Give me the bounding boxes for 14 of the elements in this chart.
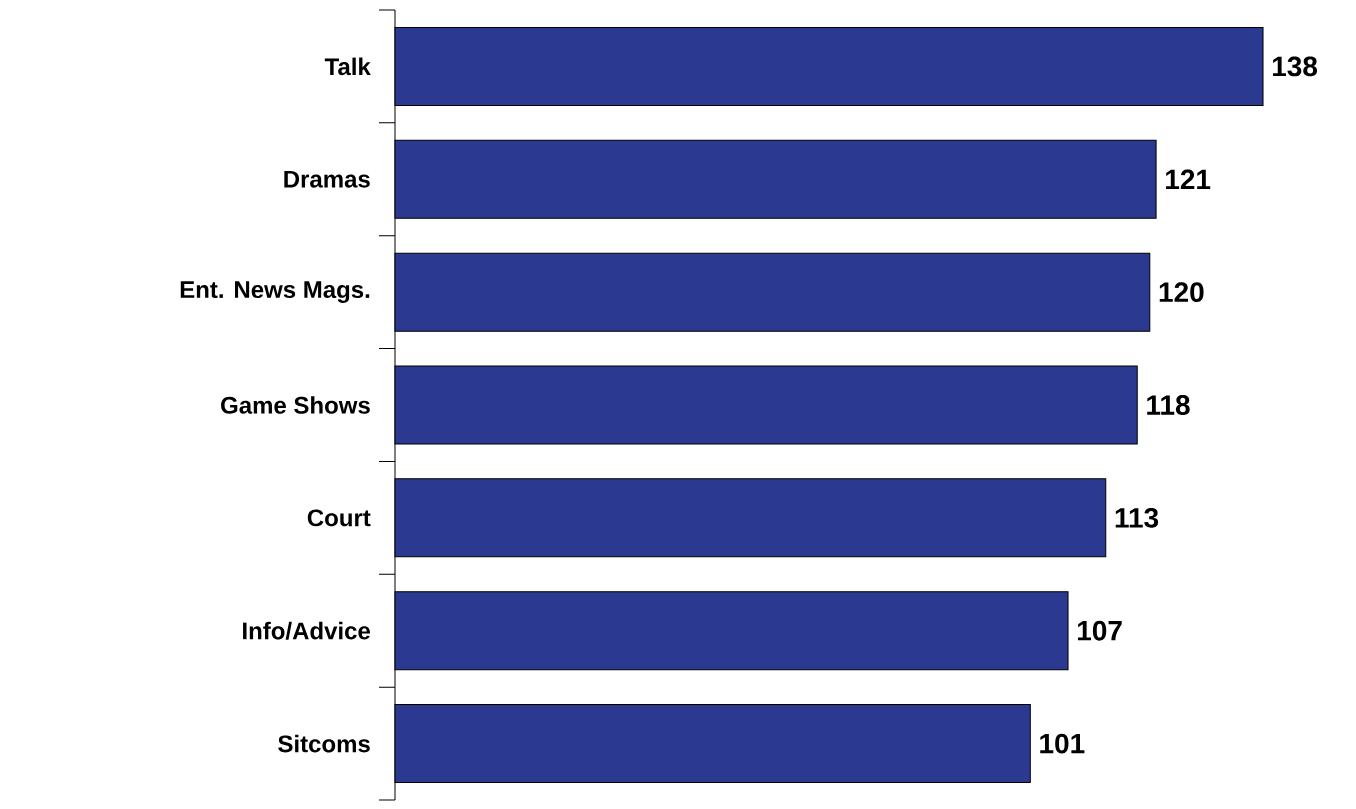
data-label: 118 [1147,395,1190,415]
y-tick-label: Dramas [284,170,370,188]
data-label: 121 [1166,169,1211,190]
data-label: 138 [1272,56,1318,77]
data-label: 113 [1115,507,1159,528]
data-label: 107 [1077,620,1122,641]
y-tick-label: Talk [324,57,371,76]
data-label: 120 [1159,282,1204,303]
y-tick-label: Sitcoms [278,734,370,753]
y-tick-label: Court [307,509,371,527]
y-tick-label: Info/Advice [243,621,370,640]
data-label: 101 [1040,733,1085,754]
y-tick-label: Ent. News Mags. [180,281,370,303]
y-tick-label: Game Shows [221,396,370,414]
